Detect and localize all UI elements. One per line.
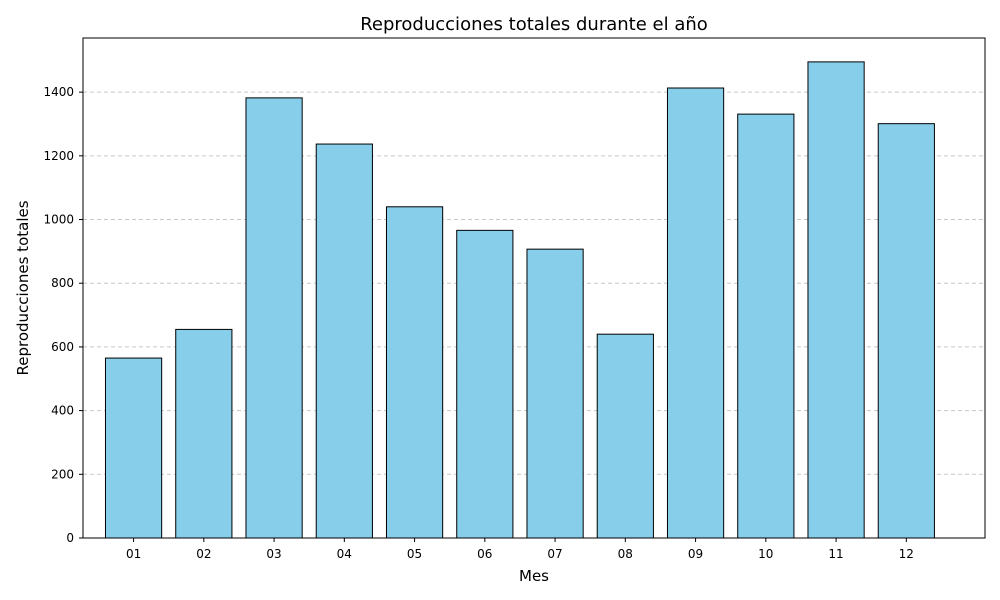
bar-09 bbox=[666, 87, 725, 539]
x-tick-label: 10 bbox=[758, 547, 773, 561]
x-tick-label: 03 bbox=[266, 547, 281, 561]
x-axis-label: Mes bbox=[519, 567, 549, 585]
y-tick-label: 400 bbox=[51, 404, 74, 418]
x-tick-label: 06 bbox=[477, 547, 492, 561]
x-tick-label: 02 bbox=[196, 547, 211, 561]
y-tick-label: 1000 bbox=[43, 213, 74, 227]
bar-03 bbox=[245, 97, 303, 539]
bar-05 bbox=[385, 206, 444, 539]
bar-07 bbox=[526, 248, 584, 539]
bar-11 bbox=[807, 61, 865, 539]
y-tick-label: 1200 bbox=[43, 149, 74, 163]
x-tick-label: 07 bbox=[547, 547, 562, 561]
plot-frame bbox=[82, 37, 986, 539]
bar-01 bbox=[104, 357, 163, 539]
bars bbox=[104, 61, 935, 539]
chart-title: Reproducciones totales durante el año bbox=[360, 14, 708, 35]
bar-06 bbox=[456, 229, 514, 539]
x-tick-label: 12 bbox=[899, 547, 914, 561]
bar-12 bbox=[877, 123, 935, 539]
x-axis-ticks: 01 02 03 04 05 06 07 08 09 10 11 12 bbox=[126, 538, 914, 561]
y-tick-label: 1400 bbox=[43, 85, 74, 99]
x-tick-label: 05 bbox=[407, 547, 422, 561]
y-tick-label: 600 bbox=[51, 340, 74, 354]
y-axis-ticks: 0 200 400 600 800 1000 1200 1400 bbox=[43, 85, 83, 545]
bar-08 bbox=[596, 333, 654, 539]
bar-10 bbox=[737, 113, 795, 539]
x-tick-label: 04 bbox=[337, 547, 352, 561]
y-tick-label: 200 bbox=[51, 467, 74, 481]
bar-04 bbox=[315, 143, 373, 539]
x-tick-label: 01 bbox=[126, 547, 141, 561]
x-tick-label: 08 bbox=[618, 547, 633, 561]
bar-02 bbox=[175, 328, 233, 539]
y-axis-label: Reproducciones totales bbox=[14, 200, 32, 375]
x-tick-label: 11 bbox=[828, 547, 843, 561]
y-tick-label: 800 bbox=[51, 276, 74, 290]
x-tick-label: 09 bbox=[688, 547, 703, 561]
y-tick-label: 0 bbox=[66, 531, 74, 545]
